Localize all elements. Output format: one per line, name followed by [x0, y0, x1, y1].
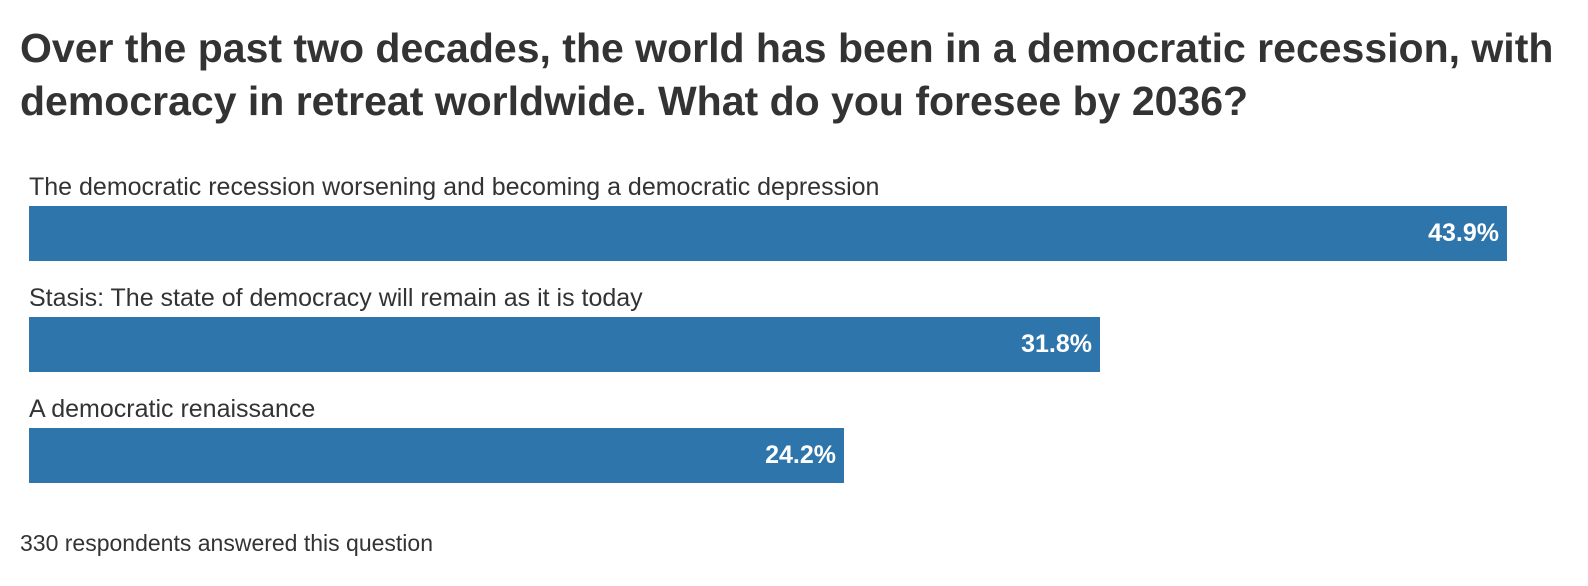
bar-row: A democratic renaissance 24.2%	[29, 392, 1529, 492]
bar-value-label: 31.8%	[1021, 330, 1092, 358]
bar: 43.9%	[29, 206, 1507, 261]
bar-value-label: 43.9%	[1428, 219, 1499, 247]
bar-chart: The democratic recession worsening and b…	[29, 170, 1529, 490]
bar-value-label: 24.2%	[765, 441, 836, 469]
category-label: A democratic renaissance	[29, 395, 316, 423]
chart-title: Over the past two decades, the world has…	[20, 25, 1554, 124]
respondents-note: 330 respondents answered this question	[20, 530, 434, 556]
bar: 24.2%	[29, 428, 844, 483]
category-label: Stasis: The state of democracy will rema…	[29, 284, 643, 312]
bar: 31.8%	[29, 317, 1100, 372]
bar-row: Stasis: The state of democracy will rema…	[29, 281, 1529, 381]
bar-row: The democratic recession worsening and b…	[29, 170, 1529, 270]
category-label: The democratic recession worsening and b…	[29, 173, 880, 201]
